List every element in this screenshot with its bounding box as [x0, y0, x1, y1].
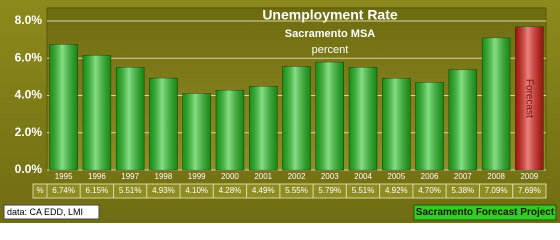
x-tick-label: 1997 [121, 172, 139, 181]
credit-box [413, 204, 557, 221]
credit: Sacramento Forecast Project [416, 207, 555, 218]
bar [182, 93, 211, 171]
x-tick-label: 2004 [354, 172, 372, 181]
y-tick-label: 2.0% [15, 125, 43, 139]
bar [415, 82, 444, 171]
bar [382, 78, 411, 171]
x-tick-label: 2006 [421, 172, 439, 181]
table-header: % [36, 186, 43, 195]
x-tick-label: 1999 [188, 172, 206, 181]
x-tick-label: 1998 [155, 172, 173, 181]
y-tick-label: 8.0% [15, 13, 43, 27]
x-tick-label: 2007 [454, 172, 472, 181]
value-label: 6.15% [86, 186, 109, 195]
value-label: 5.38% [451, 186, 474, 195]
y-tick-label: 6.0% [15, 50, 43, 64]
bar [82, 55, 112, 171]
chart-subtitle: Sacramento MSA [285, 28, 376, 40]
bar [315, 61, 344, 171]
value-label: 7.09% [485, 186, 508, 195]
value-label: 7.69% [518, 186, 541, 195]
bar [215, 90, 245, 171]
y-tick-label: 0.0% [15, 162, 43, 176]
unit-label: percent [312, 44, 349, 56]
chart-title: Unemployment Rate [262, 7, 398, 23]
value-label: 5.51% [352, 186, 375, 195]
value-label: 4.93% [152, 186, 175, 195]
value-label: 4.49% [252, 186, 275, 195]
bar [282, 66, 311, 171]
x-tick-label: 1995 [55, 172, 73, 181]
value-label: 5.51% [119, 186, 142, 195]
x-tick-label: 2009 [520, 172, 538, 181]
source: data: CA EDD, LMI [7, 207, 83, 217]
table-cell [512, 183, 547, 199]
bar [481, 37, 511, 171]
value-label: 5.79% [318, 186, 341, 195]
x-tick-label: 2005 [387, 172, 405, 181]
bar [49, 44, 78, 171]
bar [149, 77, 178, 171]
x-tick-label: 1996 [88, 172, 106, 181]
value-label: 6.74% [52, 186, 75, 195]
bar [115, 67, 145, 171]
value-label: 4.70% [418, 186, 441, 195]
bar [448, 69, 478, 171]
value-label: 4.10% [185, 186, 208, 195]
x-tick-label: 2001 [254, 172, 272, 181]
bar [249, 86, 278, 171]
x-tick-label: 2003 [321, 172, 339, 181]
x-tick-label: 2002 [288, 172, 306, 181]
source-box [3, 204, 100, 220]
chart: Unemployment Rate Sacramento MSA percent… [0, 0, 560, 223]
value-label: 4.28% [219, 186, 242, 195]
x-tick-label: 2008 [487, 172, 505, 181]
value-label: 5.55% [285, 186, 308, 195]
y-tick-label: 4.0% [15, 88, 43, 102]
x-tick-label: 2000 [221, 172, 239, 181]
value-label: 4.92% [385, 186, 408, 195]
bar [348, 67, 378, 171]
annotation: Forecast [524, 79, 535, 118]
